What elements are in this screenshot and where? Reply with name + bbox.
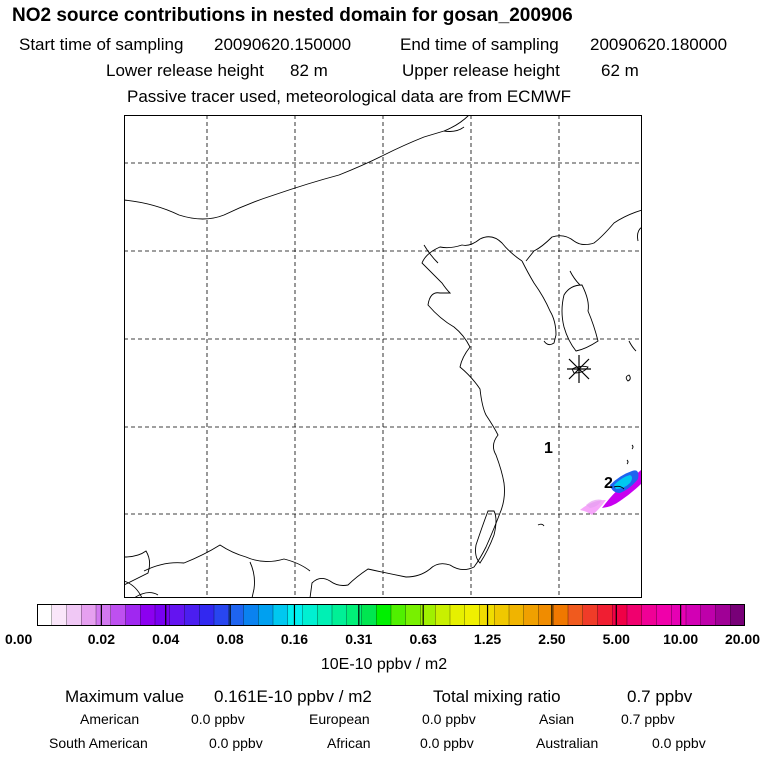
- max-value: 0.161E-10 ppbv / m2: [214, 687, 372, 706]
- colorbar-cell: [508, 604, 525, 626]
- colorbar-cell: [346, 604, 363, 626]
- total-mixing-value: 0.7 ppbv: [627, 687, 693, 706]
- map-label-2: 2: [604, 475, 613, 492]
- grid-lines: [124, 115, 642, 598]
- region-name: Australian: [536, 735, 599, 751]
- region-value: 0.0 ppbv: [191, 711, 245, 727]
- colorbar-tick-label: 0.63: [409, 631, 437, 647]
- colorbar-cell: [317, 604, 333, 626]
- colorbar-cell: [37, 604, 53, 626]
- colorbar-cell: [671, 604, 687, 626]
- region-value: 0.7 ppbv: [621, 711, 675, 727]
- colorbar-cell: [331, 604, 348, 626]
- lower-height-label: Lower release height: [106, 61, 264, 80]
- colorbar-cell: [435, 604, 451, 626]
- colorbar-cell: [51, 604, 68, 626]
- page-title: NO2 source contributions in nested domai…: [12, 5, 573, 26]
- tracer-plume: [580, 469, 642, 515]
- colorbar: [37, 604, 745, 626]
- colorbar-cell: [567, 604, 584, 626]
- region-value: 0.0 ppbv: [652, 735, 706, 751]
- colorbar-cell: [626, 604, 643, 626]
- colorbar-cell: [390, 604, 407, 626]
- colorbar-cell: [95, 604, 112, 626]
- colorbar-cell: [685, 604, 702, 626]
- colorbar-cell: [612, 604, 628, 626]
- colorbar-cell: [140, 604, 156, 626]
- colorbar-cell: [154, 604, 171, 626]
- colorbar-cell: [110, 604, 127, 626]
- colorbar-tick-label: 0.04: [152, 631, 180, 647]
- colorbar-cell: [199, 604, 215, 626]
- colorbar-cell: [169, 604, 186, 626]
- colorbar-cell: [213, 604, 230, 626]
- upper-height-value: 62 m: [601, 61, 639, 80]
- colorbar-cell: [228, 604, 245, 626]
- colorbar-cell: [494, 604, 510, 626]
- colorbar-tick-label: 0.00: [5, 631, 33, 647]
- colorbar-cell: [184, 604, 200, 626]
- region-value: 0.0 ppbv: [209, 735, 263, 751]
- map-panel: 1 2: [124, 115, 642, 598]
- colorbar-cell: [553, 604, 569, 626]
- start-time-label: Start time of sampling: [19, 35, 184, 54]
- tracer-note: Passive tracer used, meteorological data…: [127, 87, 572, 106]
- colorbar-cell: [272, 604, 289, 626]
- colorbar-cell: [258, 604, 274, 626]
- colorbar-cell: [656, 604, 672, 626]
- region-value: 0.0 ppbv: [420, 735, 474, 751]
- colorbar-tick-label: 0.02: [87, 631, 115, 647]
- lower-height-value: 82 m: [290, 61, 328, 80]
- colorbar-tick-label: 5.00: [602, 631, 630, 647]
- upper-height-label: Upper release height: [402, 61, 560, 80]
- region-value: 0.0 ppbv: [422, 711, 476, 727]
- region-name: European: [309, 711, 370, 727]
- colorbar-units: 10E-10 ppbv / m2: [320, 656, 448, 673]
- end-time-value: 20090620.180000: [590, 35, 728, 54]
- colorbar-cell: [730, 604, 745, 626]
- end-time-label: End time of sampling: [400, 35, 559, 54]
- total-mixing-label: Total mixing ratio: [433, 687, 561, 706]
- asterisk-icon: [567, 355, 591, 383]
- map-label-1: 1: [544, 440, 553, 457]
- colorbar-cell: [700, 604, 717, 626]
- colorbar-tick-label: 0.08: [216, 631, 244, 647]
- coastlines: [124, 115, 642, 598]
- colorbar-tick-label: 10.00: [663, 631, 699, 647]
- colorbar-cell: [523, 604, 540, 626]
- colorbar-cell: [302, 604, 318, 626]
- colorbar-cell: [582, 604, 599, 626]
- colorbar-cell: [405, 604, 422, 626]
- region-name: African: [327, 735, 371, 751]
- colorbar-tick-label: 20.00: [724, 631, 760, 647]
- colorbar-tick-label: 0.31: [345, 631, 373, 647]
- colorbar-cell: [449, 604, 466, 626]
- colorbar-cell: [641, 604, 658, 626]
- colorbar-cell: [243, 604, 259, 626]
- colorbar-cell: [125, 604, 141, 626]
- colorbar-cell: [287, 604, 304, 626]
- colorbar-tick-label: 0.16: [280, 631, 309, 647]
- region-name: Asian: [539, 711, 575, 727]
- colorbar-cell: [464, 604, 481, 626]
- colorbar-cell: [361, 604, 377, 626]
- colorbar-cell: [66, 604, 82, 626]
- region-name: South American: [49, 735, 148, 751]
- colorbar-tick-label: 2.50: [538, 631, 566, 647]
- colorbar-cell: [81, 604, 97, 626]
- colorbar-cell: [715, 604, 731, 626]
- colorbar-tick-label: 1.25: [473, 631, 502, 647]
- start-time-value: 20090620.150000: [214, 35, 352, 54]
- colorbar-cell: [376, 604, 392, 626]
- region-name: American: [80, 711, 140, 727]
- colorbar-cell: [597, 604, 613, 626]
- max-value-label: Maximum value: [65, 687, 185, 706]
